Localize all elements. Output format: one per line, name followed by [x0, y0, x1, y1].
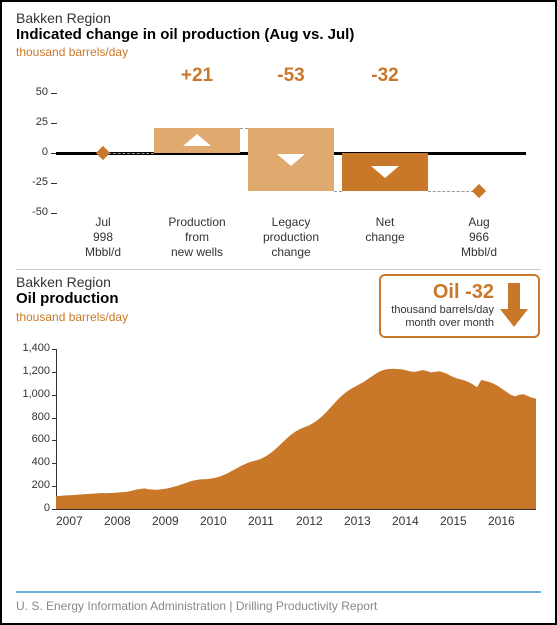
area-series [56, 369, 536, 509]
area-plot [56, 349, 536, 509]
y-tick [51, 213, 57, 214]
x-tick-label: 2008 [104, 514, 131, 528]
connector-line [334, 191, 342, 192]
x-label: Legacyproductionchange [244, 215, 338, 260]
x-tick-label: 2015 [440, 514, 467, 528]
y-tick [52, 509, 57, 510]
x-tick-label: 2009 [152, 514, 179, 528]
y-tick [52, 349, 57, 350]
y-tick-label: 1,200 [16, 365, 50, 377]
x-label: Netchange [338, 215, 432, 245]
area-chart-title: Oil production [16, 290, 119, 307]
y-tick-label: 50 [16, 86, 48, 98]
footer-report: Drilling Productivity Report [236, 599, 377, 613]
y-tick [51, 183, 57, 184]
y-tick-label: 600 [16, 433, 50, 445]
delta-sub1: thousand barrels/day [391, 304, 494, 317]
report-frame: Bakken Region Indicated change in oil pr… [0, 0, 557, 625]
y-tick [51, 93, 57, 94]
y-tick-label: 200 [16, 479, 50, 491]
waterfall-title: Indicated change in oil production (Aug … [16, 26, 541, 43]
area-chart-panel: Bakken Region Oil production thousand ba… [16, 274, 544, 544]
y-tick [52, 395, 57, 396]
y-tick [52, 440, 57, 441]
delta-label: +21 [157, 65, 237, 87]
down-arrow-icon [500, 281, 528, 329]
x-tick-label: 2007 [56, 514, 83, 528]
x-label: Aug966Mbbl/d [432, 215, 526, 260]
waterfall-chart: 50 25 0 -25 -50 Jul998Mbbl/d +21 Productionfrom… [16, 63, 536, 263]
up-arrow-icon [183, 134, 211, 146]
x-label: Jul998Mbbl/d [56, 215, 150, 260]
footer-sep: | [226, 599, 236, 613]
y-tick-label: 1,000 [16, 388, 50, 400]
region-label: Bakken Region [16, 10, 541, 26]
x-axis [56, 509, 536, 510]
y-tick-label: -25 [16, 176, 48, 188]
footer: U. S. Energy Information Administration … [2, 591, 555, 613]
x-tick-label: 2016 [488, 514, 515, 528]
y-tick [52, 463, 57, 464]
waterfall-panel: Bakken Region Indicated change in oil pr… [2, 2, 555, 263]
waterfall-bar-new [154, 128, 240, 153]
x-tick-label: 2013 [344, 514, 371, 528]
connector-line [428, 191, 474, 192]
down-arrow-icon [277, 154, 305, 166]
y-tick [52, 418, 57, 419]
footer-text: U. S. Energy Information Administration … [2, 593, 555, 613]
y-tick-label: 0 [16, 502, 50, 514]
area-chart-units: thousand barrels/day [16, 310, 128, 324]
delta-label: -53 [251, 65, 331, 87]
delta-headline: Oil -32 [391, 280, 494, 304]
panel-divider [16, 269, 541, 270]
x-tick-label: 2011 [248, 514, 274, 528]
waterfall-units: thousand barrels/day [16, 45, 541, 59]
region-label: Bakken Region [16, 274, 111, 290]
y-tick-label: 400 [16, 456, 50, 468]
footer-source: U. S. Energy Information Administration [16, 599, 226, 613]
down-arrow-icon [371, 166, 399, 178]
delta-label: -32 [345, 65, 425, 87]
x-tick-label: 2012 [296, 514, 323, 528]
marker-diamond [472, 184, 486, 198]
delta-sub2: month over month [391, 317, 494, 330]
y-tick-label: -50 [16, 206, 48, 218]
delta-badge: Oil -32 thousand barrels/day month over … [379, 274, 540, 338]
x-tick-label: 2014 [392, 514, 419, 528]
y-tick-label: 25 [16, 116, 48, 128]
x-tick-label: 2010 [200, 514, 227, 528]
y-tick [52, 486, 57, 487]
y-tick-label: 0 [16, 146, 48, 158]
y-tick [51, 123, 57, 124]
y-tick [52, 372, 57, 373]
delta-badge-text: Oil -32 thousand barrels/day month over … [391, 280, 494, 330]
y-tick-label: 1,400 [16, 342, 50, 354]
waterfall-bar-legacy [248, 128, 334, 192]
connector-line [240, 128, 248, 129]
connector-line [108, 153, 154, 154]
y-tick-label: 800 [16, 411, 50, 423]
x-label: Productionfromnew wells [150, 215, 244, 260]
waterfall-bar-net [342, 153, 428, 191]
